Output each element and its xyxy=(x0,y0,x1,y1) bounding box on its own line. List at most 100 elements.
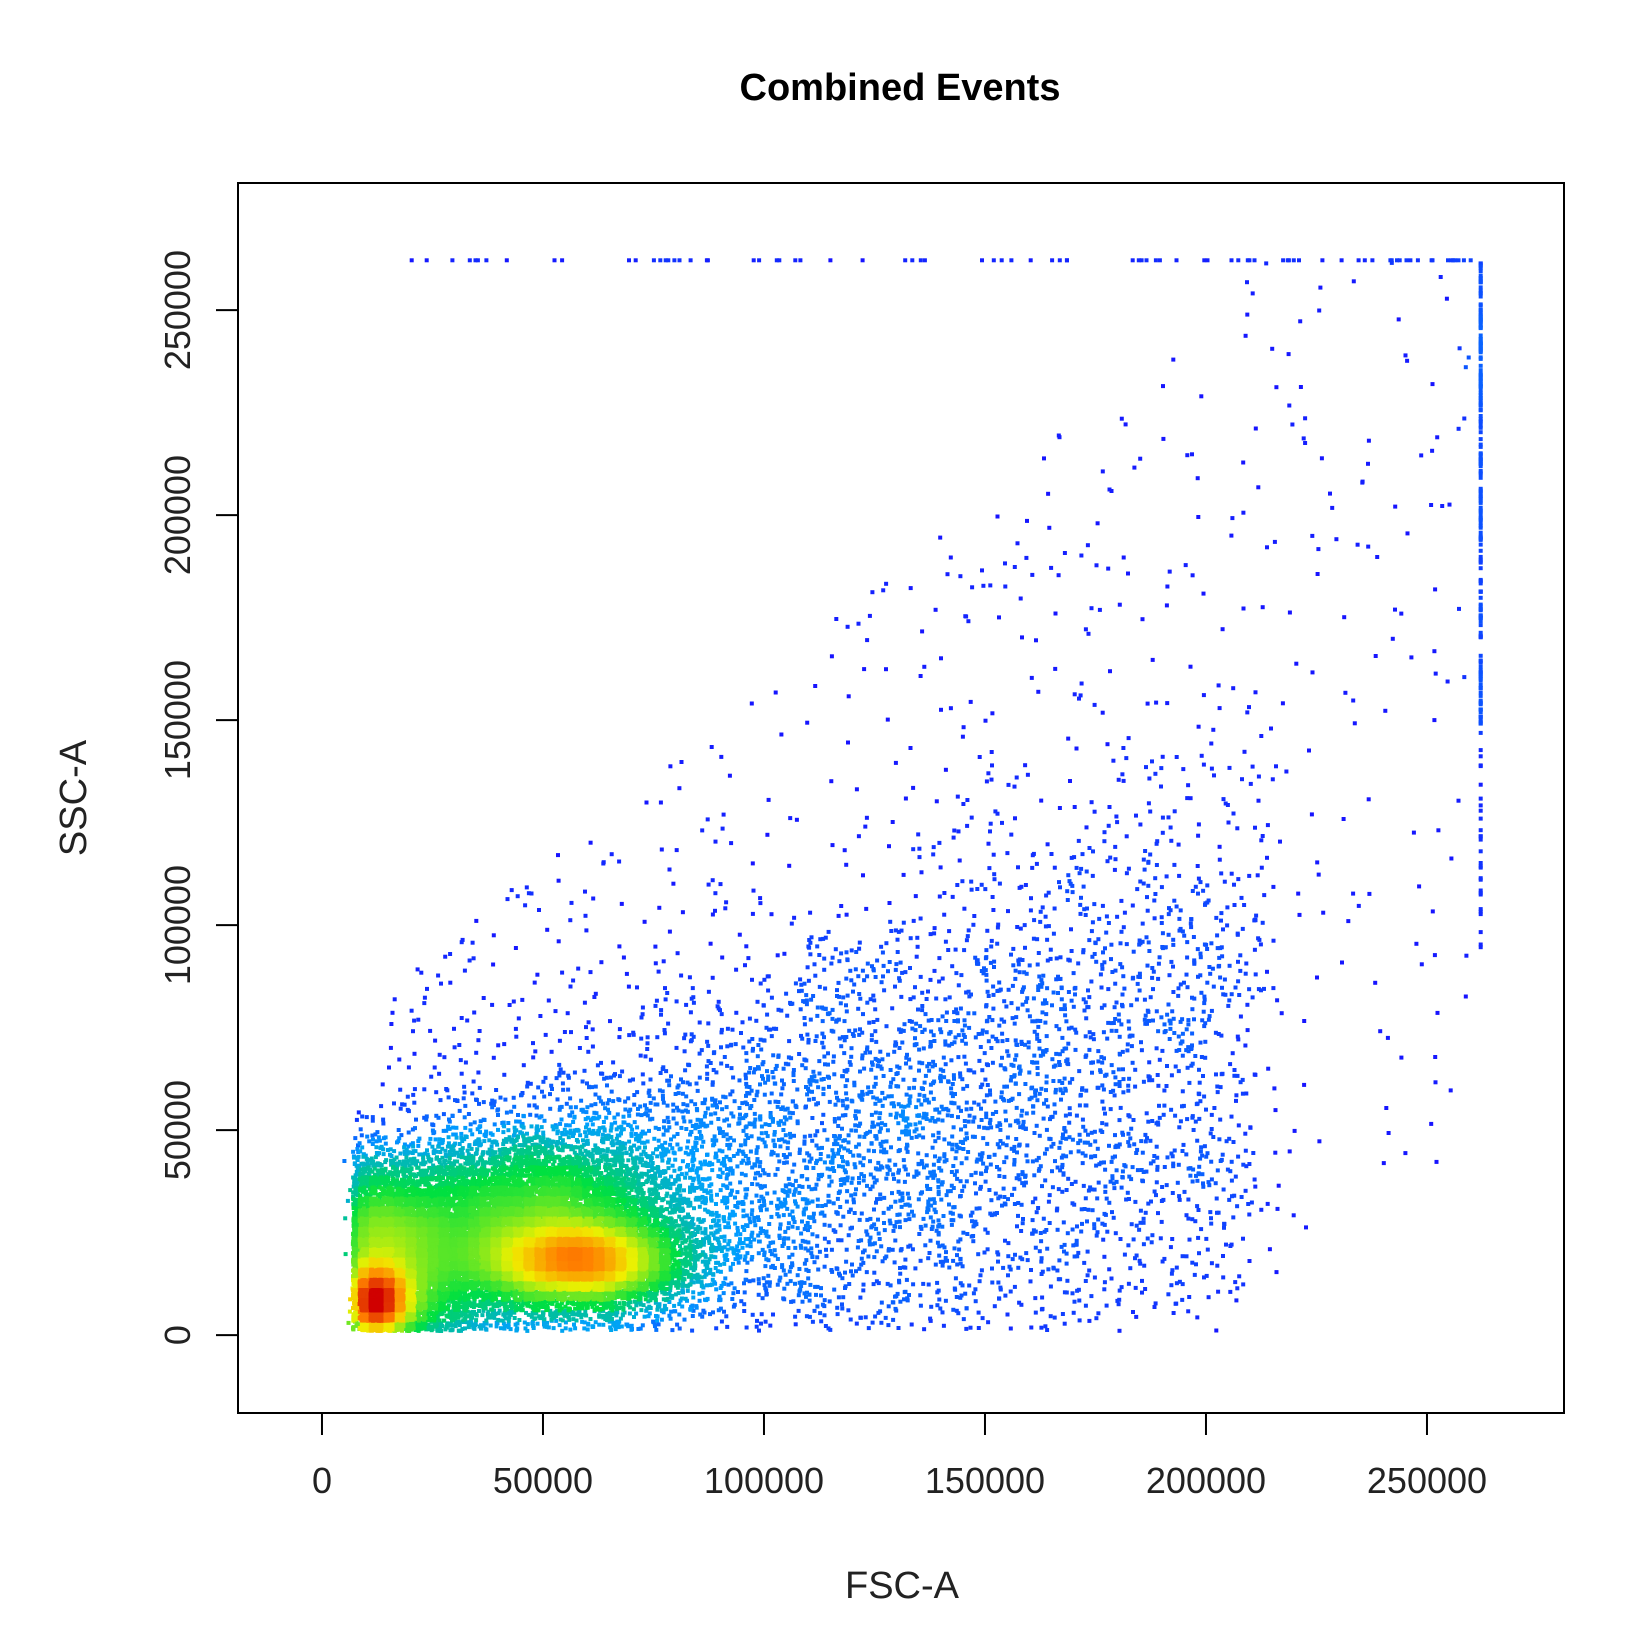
data-point xyxy=(864,815,869,820)
data-point xyxy=(992,959,997,964)
data-point xyxy=(1077,1132,1082,1137)
data-point xyxy=(1037,1133,1042,1138)
data-point xyxy=(762,1253,767,1257)
data-point xyxy=(841,1103,846,1108)
data-point xyxy=(774,1026,779,1031)
data-point xyxy=(998,1063,1003,1068)
data-point xyxy=(1105,1036,1110,1041)
data-point xyxy=(952,1286,957,1291)
data-point xyxy=(492,1122,497,1127)
data-point xyxy=(776,1054,781,1059)
data-point xyxy=(680,1109,685,1114)
data-point xyxy=(1273,1108,1278,1113)
data-point xyxy=(690,986,695,991)
data-point xyxy=(1103,1189,1108,1194)
data-point xyxy=(723,1225,728,1230)
data-point xyxy=(917,1092,922,1097)
data-point xyxy=(608,1019,612,1024)
data-point xyxy=(459,1071,464,1076)
data-point xyxy=(677,786,682,791)
data-point xyxy=(1056,573,1061,578)
data-point xyxy=(513,1322,518,1327)
data-point xyxy=(1032,1131,1037,1135)
data-point xyxy=(1017,1177,1022,1182)
data-point xyxy=(912,1174,917,1179)
data-point xyxy=(805,1290,809,1295)
data-point xyxy=(722,1309,726,1314)
data-point xyxy=(985,1018,990,1023)
data-point xyxy=(1012,1186,1017,1191)
data-point xyxy=(1395,258,1399,263)
data-point xyxy=(917,1120,922,1125)
data-point xyxy=(830,1166,835,1170)
data-point xyxy=(721,1094,726,1099)
data-point xyxy=(1051,931,1056,936)
data-point xyxy=(1114,1179,1119,1184)
data-point xyxy=(1055,1165,1060,1170)
data-point xyxy=(667,1125,672,1130)
data-point xyxy=(621,1114,626,1119)
data-point xyxy=(1360,480,1365,485)
data-point xyxy=(1249,1200,1254,1205)
data-point xyxy=(757,1199,762,1203)
data-point xyxy=(481,1117,486,1122)
data-point xyxy=(885,1128,890,1133)
data-point xyxy=(909,1135,914,1140)
data-point xyxy=(863,824,868,829)
data-point xyxy=(825,1011,830,1016)
data-point xyxy=(1250,764,1255,769)
data-point xyxy=(392,997,397,1002)
data-point xyxy=(1144,1019,1149,1024)
data-point xyxy=(648,1057,653,1062)
data-point xyxy=(1235,826,1240,831)
data-point xyxy=(971,1291,976,1296)
data-point xyxy=(837,1164,841,1169)
data-point xyxy=(1053,1110,1058,1115)
data-point xyxy=(979,1118,984,1122)
data-point xyxy=(1478,276,1483,280)
data-point xyxy=(980,1151,985,1156)
data-point xyxy=(521,1114,526,1119)
data-point xyxy=(1145,1008,1150,1013)
data-point xyxy=(1020,1221,1025,1226)
data-point xyxy=(658,258,663,263)
data-point xyxy=(901,1077,906,1082)
data-point xyxy=(584,1110,589,1115)
data-point xyxy=(710,912,715,917)
data-point xyxy=(783,1133,788,1138)
data-point xyxy=(843,1113,848,1118)
data-point xyxy=(632,1093,637,1097)
data-point xyxy=(840,1155,844,1159)
data-point xyxy=(1190,452,1194,457)
data-point xyxy=(504,258,509,263)
data-point xyxy=(940,1180,945,1185)
data-point xyxy=(1211,727,1216,732)
data-point xyxy=(1120,965,1125,970)
data-point xyxy=(931,1175,936,1180)
data-point xyxy=(1175,1180,1180,1185)
data-point xyxy=(822,956,827,961)
data-point xyxy=(867,1242,872,1247)
data-point xyxy=(1074,746,1079,751)
data-point xyxy=(943,1298,948,1303)
data-point xyxy=(802,1016,807,1020)
data-point xyxy=(604,1075,609,1080)
data-point xyxy=(762,977,767,982)
data-point xyxy=(417,1136,422,1141)
data-point xyxy=(1478,834,1483,839)
data-point xyxy=(1303,441,1308,445)
data-point xyxy=(1155,839,1160,844)
data-point xyxy=(490,1098,495,1103)
data-point xyxy=(979,882,984,887)
data-point xyxy=(1003,1202,1008,1207)
data-point xyxy=(717,1294,722,1299)
data-point xyxy=(1121,1067,1125,1072)
data-point xyxy=(872,1207,876,1212)
data-point xyxy=(865,974,870,979)
data-point xyxy=(1088,1142,1093,1147)
data-point xyxy=(1006,1254,1011,1259)
data-point xyxy=(774,1063,779,1068)
data-point xyxy=(872,1222,877,1227)
data-point xyxy=(718,1286,723,1290)
data-point xyxy=(448,952,453,956)
